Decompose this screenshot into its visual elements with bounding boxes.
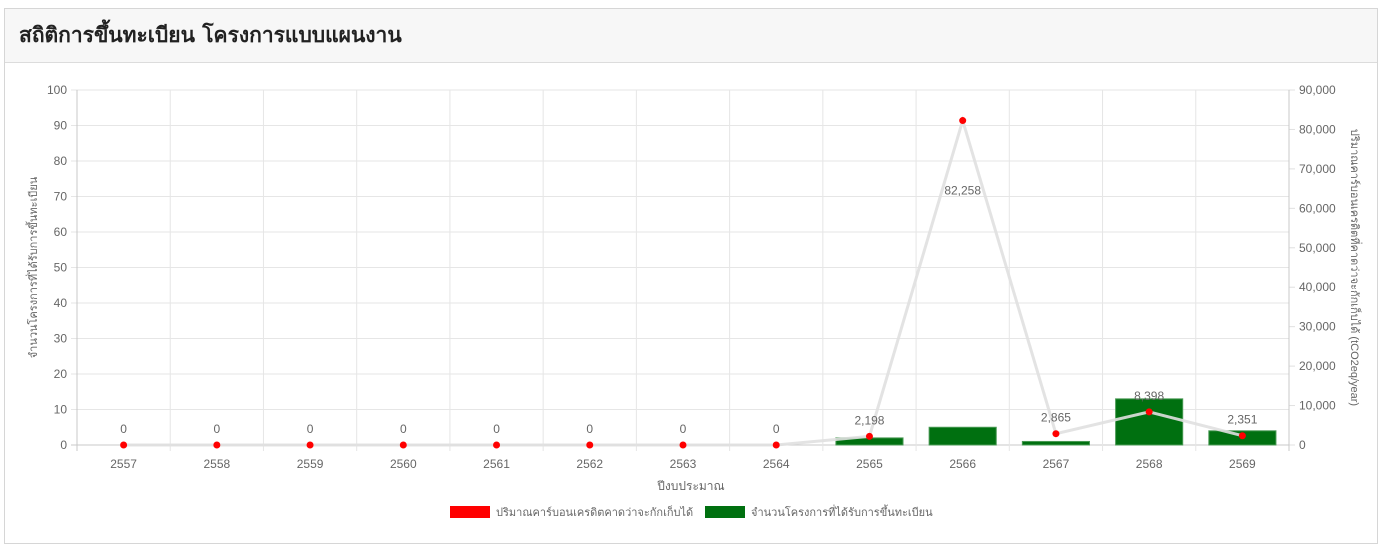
- data-point: [772, 441, 780, 449]
- y-tick-label: 30: [54, 332, 68, 346]
- x-tick-label: 2565: [856, 457, 883, 471]
- y-tick-label: 100: [47, 83, 67, 97]
- data-point: [586, 441, 594, 449]
- series-line: [123, 115, 1243, 447]
- data-label: 0: [680, 422, 687, 436]
- x-tick-label: 2569: [1229, 457, 1256, 471]
- y-tick-label: 70: [54, 190, 68, 204]
- x-tick-label: 2558: [203, 457, 230, 471]
- panel-title: สถิติการขึ้นทะเบียน โครงการแบบแผนงาน: [19, 23, 402, 47]
- data-point: [120, 441, 128, 449]
- bar: [1021, 440, 1090, 446]
- y-tick-label: 40: [54, 296, 68, 310]
- y-tick-label: 50: [54, 261, 68, 275]
- y2-tick-label: 40,000: [1299, 280, 1336, 294]
- y2-tick-label: 70,000: [1299, 162, 1336, 176]
- y-tick-label: 0: [60, 438, 67, 452]
- y2-tick-label: 20,000: [1299, 359, 1336, 373]
- legend-swatch-projects: [705, 506, 745, 518]
- y2-tick-label: 30,000: [1299, 320, 1336, 334]
- data-label: 0: [773, 422, 780, 436]
- y-tick-label: 60: [54, 225, 68, 239]
- data-point: [1052, 430, 1060, 438]
- panel-header: สถิติการขึ้นทะเบียน โครงการแบบแผนงาน: [5, 9, 1377, 63]
- data-point: [399, 441, 407, 449]
- y2-tick-label: 80,000: [1299, 122, 1336, 136]
- data-point: [959, 117, 967, 125]
- x-tick-label: 2568: [1136, 457, 1163, 471]
- y2-tick-label: 10,000: [1299, 399, 1336, 413]
- y2-tick-label: 50,000: [1299, 241, 1336, 255]
- legend-swatch-carbon: [450, 506, 490, 518]
- x-tick-label: 2560: [390, 457, 417, 471]
- y-tick-label: 10: [54, 403, 68, 417]
- x-tick-label: 2566: [949, 457, 976, 471]
- y-tick-label: 80: [54, 154, 68, 168]
- y-tick-label: 20: [54, 367, 68, 381]
- data-point: [1145, 408, 1153, 416]
- x-tick-label: 2564: [763, 457, 790, 471]
- y-tick-label: 90: [54, 119, 68, 133]
- data-label: 0: [120, 422, 127, 436]
- data-label: 2,351: [1227, 413, 1257, 427]
- x-axis-title: ปีงบประมาณ: [657, 479, 725, 493]
- x-tick-label: 2563: [670, 457, 697, 471]
- y2-tick-label: 60,000: [1299, 201, 1336, 215]
- legend-label-projects: จำนวนโครงการที่ได้รับการขึ้นทะเบียน: [751, 504, 933, 519]
- bar: [928, 426, 997, 446]
- y2-tick-label: 90,000: [1299, 83, 1336, 97]
- data-point: [306, 441, 314, 449]
- x-tick-label: 2557: [110, 457, 137, 471]
- x-tick-label: 2567: [1043, 457, 1070, 471]
- data-label: 0: [307, 422, 314, 436]
- data-label: 8,398: [1134, 389, 1164, 403]
- chart-panel: สถิติการขึ้นทะเบียน โครงการแบบแผนงาน 0 10…: [4, 8, 1378, 544]
- data-label: 0: [493, 422, 500, 436]
- bar: [1115, 398, 1184, 446]
- chart: 0 10 20 30 40 50 60 70 80 90 100 0 10,000 20,000 30,00…: [25, 83, 1363, 519]
- x-tick-label: 2561: [483, 457, 510, 471]
- legend-label-carbon: ปริมาณคาร์บอนเครดิตคาดว่าจะกักเก็บได้: [496, 505, 693, 519]
- data-point: [1238, 432, 1246, 440]
- data-label: 82,258: [944, 184, 981, 198]
- y2-axis-title: ปริมาณคาร์บอนเครดิตที่คาดว่าจะกักเก็บได้…: [1348, 129, 1363, 406]
- data-label: 0: [586, 422, 593, 436]
- data-label: 0: [214, 422, 221, 436]
- x-tick-label: 2562: [576, 457, 603, 471]
- data-point: [493, 441, 501, 449]
- x-tick-label: 2559: [297, 457, 324, 471]
- data-point: [679, 441, 687, 449]
- y-axis-title: จำนวนโครงการที่ได้รับการขึ้นทะเบียน: [25, 176, 40, 358]
- data-point: [213, 441, 221, 449]
- data-point: [865, 432, 873, 440]
- data-label: 0: [400, 422, 407, 436]
- data-label: 2,865: [1041, 411, 1071, 425]
- data-label: 2,198: [854, 413, 884, 427]
- y2-tick-label: 0: [1299, 438, 1306, 452]
